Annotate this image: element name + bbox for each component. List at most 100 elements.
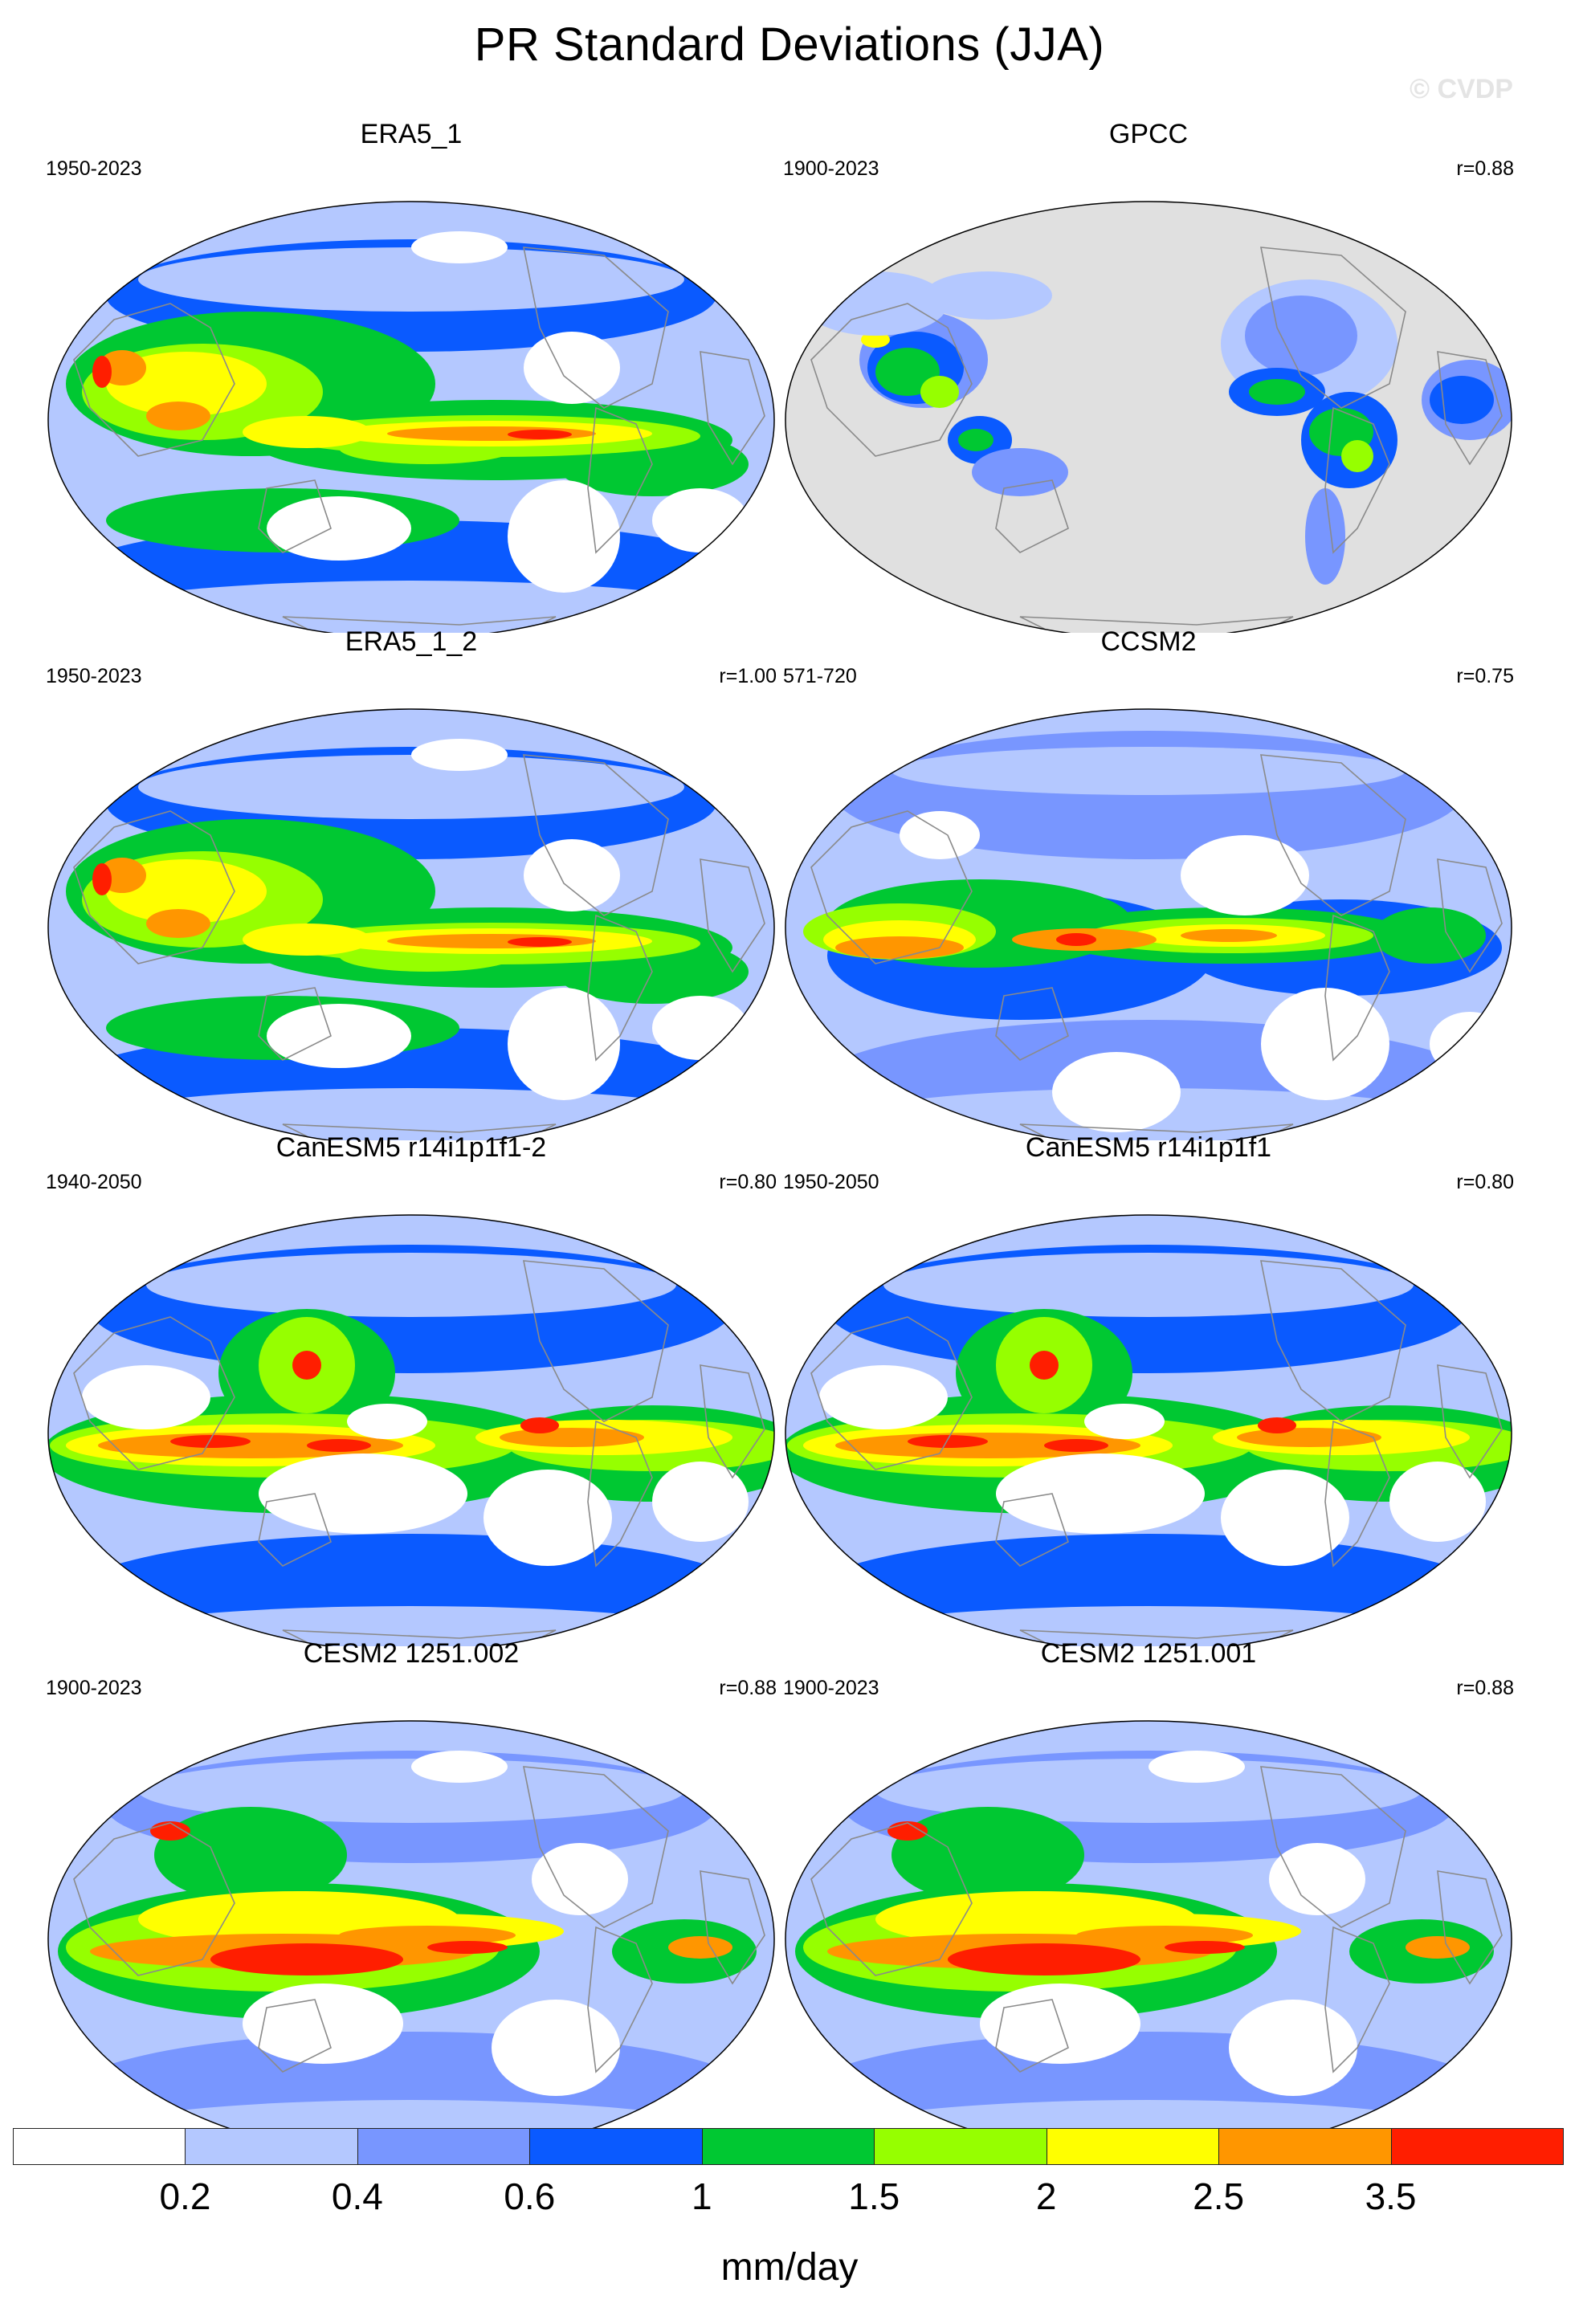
precip-contour <box>90 1606 732 1646</box>
panel-correlation: r=0.88 <box>719 1677 777 1699</box>
precip-contour <box>1229 2000 1357 2096</box>
precip-contour <box>411 1751 508 1783</box>
precip-contour <box>347 1404 427 1439</box>
coastline <box>1260 754 1406 916</box>
precip-contour <box>883 1253 1414 1317</box>
panel-years: 1950-2050 <box>783 1171 879 1193</box>
coastline <box>258 1493 332 1567</box>
coastline <box>1324 914 1390 1062</box>
precip-contour <box>861 332 890 348</box>
precip-contour <box>1305 488 1345 585</box>
map-panel-canesm5-1: CanESM5 r14i1p1f1 1950-2050 r=0.80 <box>779 1132 1518 1646</box>
map-panel-era5-1: ERA5_1 1950-2023 <box>42 119 781 633</box>
coastline <box>700 1364 765 1479</box>
coastline <box>258 479 332 553</box>
map-panel-era5-1-2: ERA5_1_2 1950-2023 r=1.00 <box>42 626 781 1140</box>
colorbar-box <box>529 2128 703 2165</box>
panel-correlation: r=0.88 <box>1456 157 1514 180</box>
coastline <box>282 1123 557 1140</box>
coastline <box>995 1999 1069 2073</box>
precip-contour <box>1373 907 1486 964</box>
panel-years: 1900-2023 <box>783 157 879 180</box>
coastline <box>700 351 765 466</box>
precip-contour <box>948 1943 1140 1975</box>
precip-contour <box>1165 1941 1245 1954</box>
precip-contour <box>924 271 1052 320</box>
precip-contour <box>138 1759 684 1823</box>
coastline <box>1324 406 1390 554</box>
precip-contour <box>1237 1428 1381 1447</box>
precip-contour <box>900 811 980 859</box>
map-svg <box>785 201 1512 633</box>
coastline <box>1324 1420 1390 1568</box>
map-frame <box>785 1720 1512 2152</box>
panel-title: CanESM5 r14i1p1f1-2 <box>275 1132 547 1163</box>
map-svg <box>47 201 775 633</box>
colorbar-tick-label: 3.5 <box>1365 2175 1417 2217</box>
map-svg <box>47 1720 775 2152</box>
precip-contour <box>524 332 620 404</box>
coastline <box>282 1629 557 1646</box>
precip-contour <box>508 937 572 947</box>
panel-correlation: r=0.80 <box>719 1171 777 1193</box>
precip-contour <box>427 1941 508 1954</box>
precip-contour <box>1084 1404 1165 1439</box>
precip-contour <box>146 909 210 938</box>
precip-contour <box>875 1759 1422 1823</box>
map-svg <box>785 1720 1512 2152</box>
coastline <box>258 987 332 1061</box>
panel-title: ERA5_1 <box>360 119 463 149</box>
coastline <box>523 754 669 916</box>
coastline <box>995 987 1069 1061</box>
precip-contour <box>524 839 620 911</box>
precip-contour <box>267 1004 411 1068</box>
colorbar-tick-label: 2 <box>1035 2175 1057 2217</box>
map-panel-ccsm2: CCSM2 571-720 r=0.75 <box>779 626 1518 1140</box>
precip-contour <box>146 402 210 430</box>
precip-contour <box>652 1462 749 1542</box>
coastline <box>1019 616 1294 633</box>
map-svg <box>47 708 775 1140</box>
precip-contour <box>154 1807 347 1903</box>
precip-contour <box>292 1351 321 1380</box>
colorbar-units: mm/day <box>720 2246 859 2289</box>
colorbar-box <box>185 2128 358 2165</box>
precip-contour <box>1052 1052 1181 1132</box>
map-panel-gpcc: GPCC 1900-2023 r=0.88 <box>779 119 1518 633</box>
colorbar-box <box>1218 2128 1392 2165</box>
precip-contour <box>1389 1462 1486 1542</box>
panel-title: GPCC <box>1108 119 1189 149</box>
precip-contour <box>243 923 371 956</box>
panel-title: CESM2 1251.001 <box>1040 1638 1257 1669</box>
precip-contour <box>532 1843 628 1915</box>
precip-contour <box>819 1365 948 1429</box>
coastline <box>1019 1629 1294 1646</box>
page-title: PR Standard Deviations (JJA) <box>474 18 1105 71</box>
colorbar-box <box>1046 2128 1220 2165</box>
precip-contour <box>138 755 684 819</box>
coastline <box>587 1420 653 1568</box>
precip-contour <box>996 1454 1205 1534</box>
colorbar-tick-label: 2.5 <box>1193 2175 1245 2217</box>
precip-contour <box>1076 1926 1253 1945</box>
coastline <box>995 1493 1069 1567</box>
precip-contour <box>972 448 1068 496</box>
precip-contour <box>492 2000 620 2096</box>
coastline <box>1260 1766 1406 1928</box>
precip-contour <box>1044 1439 1108 1452</box>
coastline <box>1019 1123 1294 1140</box>
coastline <box>1260 247 1406 409</box>
precip-contour <box>1245 296 1357 376</box>
precip-contour <box>1258 1417 1296 1433</box>
panel-correlation: r=0.80 <box>1456 1171 1514 1193</box>
precip-contour <box>307 1439 371 1452</box>
precip-contour <box>920 376 959 408</box>
precip-contour <box>339 1926 516 1945</box>
coastline <box>810 1822 973 1976</box>
precip-contour <box>74 581 749 633</box>
precip-contour <box>1149 1751 1245 1783</box>
colorbar-tick-label: 1 <box>691 2175 712 2217</box>
colorbar-box <box>1390 2128 1564 2165</box>
coastline <box>810 303 973 457</box>
colorbar-box <box>13 2128 186 2165</box>
